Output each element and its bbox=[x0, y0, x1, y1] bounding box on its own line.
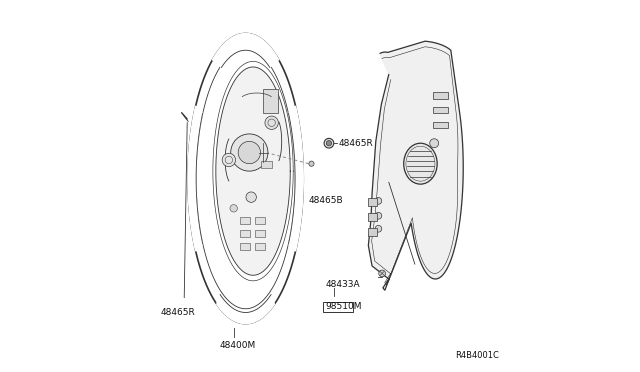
Text: 48465R: 48465R bbox=[161, 308, 195, 317]
Polygon shape bbox=[216, 67, 291, 275]
FancyBboxPatch shape bbox=[369, 228, 376, 236]
Circle shape bbox=[265, 116, 278, 129]
FancyBboxPatch shape bbox=[255, 243, 265, 250]
Circle shape bbox=[375, 198, 381, 204]
Polygon shape bbox=[289, 106, 303, 251]
FancyBboxPatch shape bbox=[369, 213, 376, 221]
Text: 48465R: 48465R bbox=[339, 139, 373, 148]
Circle shape bbox=[246, 192, 257, 202]
FancyBboxPatch shape bbox=[255, 217, 265, 224]
Circle shape bbox=[230, 205, 237, 212]
Polygon shape bbox=[369, 41, 463, 290]
FancyBboxPatch shape bbox=[239, 243, 250, 250]
FancyBboxPatch shape bbox=[433, 122, 449, 128]
Circle shape bbox=[375, 225, 381, 232]
Circle shape bbox=[375, 212, 381, 219]
Text: 98510M: 98510M bbox=[326, 302, 362, 311]
Text: 48433A: 48433A bbox=[326, 280, 360, 289]
Circle shape bbox=[222, 153, 236, 167]
Circle shape bbox=[326, 141, 332, 146]
Polygon shape bbox=[212, 33, 278, 67]
Text: 48465B: 48465B bbox=[308, 196, 343, 205]
Ellipse shape bbox=[404, 143, 437, 184]
Circle shape bbox=[238, 141, 260, 164]
Circle shape bbox=[379, 270, 385, 277]
Text: R4B4001C: R4B4001C bbox=[454, 351, 499, 360]
Polygon shape bbox=[217, 295, 275, 324]
Polygon shape bbox=[188, 106, 203, 251]
Circle shape bbox=[309, 161, 314, 166]
FancyBboxPatch shape bbox=[261, 161, 271, 168]
Circle shape bbox=[231, 134, 268, 171]
FancyBboxPatch shape bbox=[433, 92, 449, 99]
Circle shape bbox=[429, 139, 438, 148]
Text: 48400M: 48400M bbox=[220, 341, 256, 350]
FancyBboxPatch shape bbox=[255, 230, 265, 237]
Circle shape bbox=[324, 138, 334, 148]
FancyBboxPatch shape bbox=[369, 198, 376, 206]
FancyBboxPatch shape bbox=[433, 107, 449, 113]
FancyBboxPatch shape bbox=[264, 89, 278, 113]
FancyBboxPatch shape bbox=[239, 217, 250, 224]
FancyBboxPatch shape bbox=[239, 230, 250, 237]
